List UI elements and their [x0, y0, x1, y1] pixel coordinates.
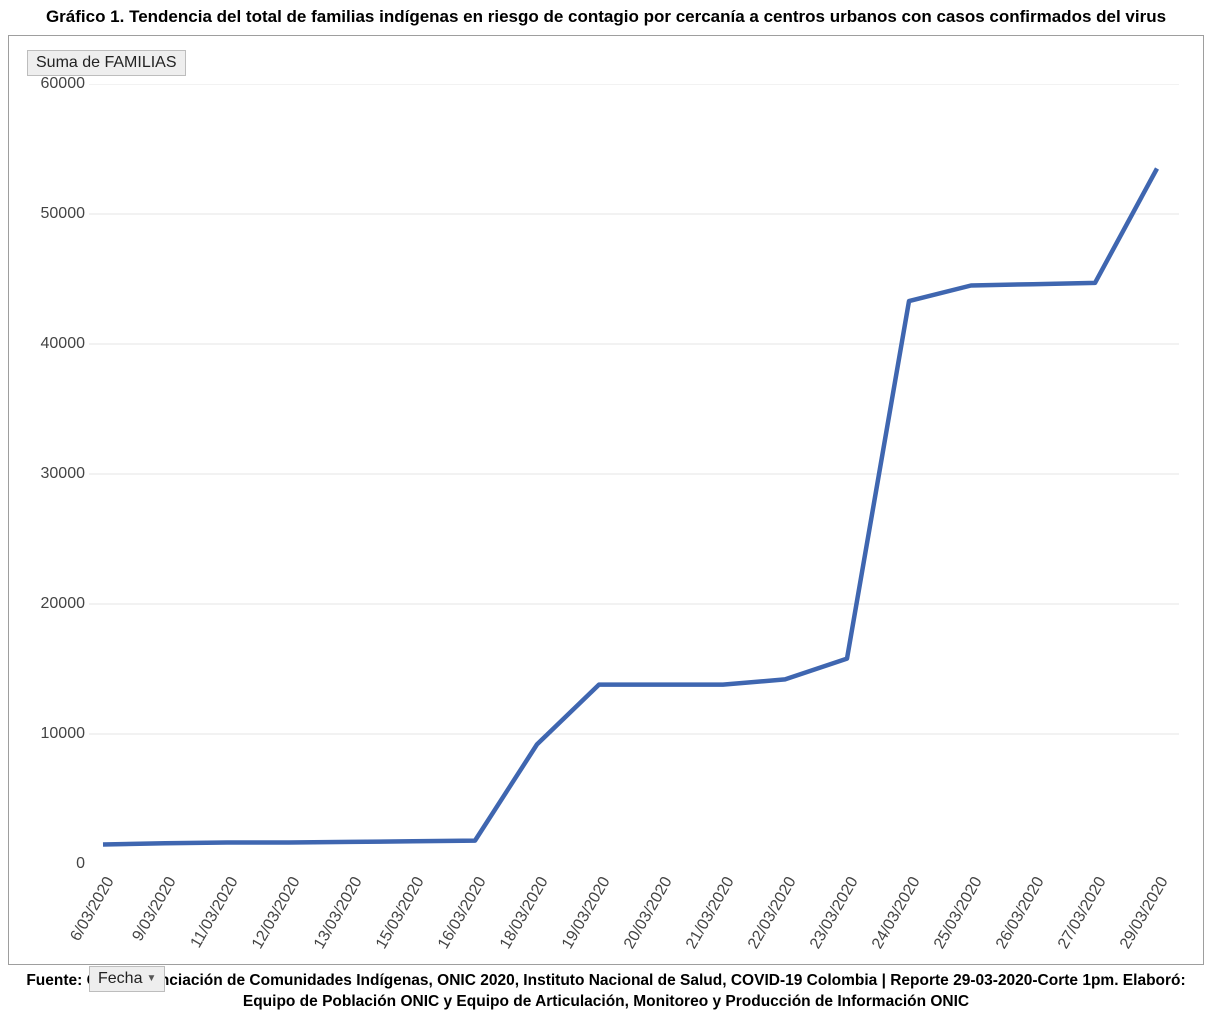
plot-area-wrapper: 0100002000030000400005000060000	[89, 84, 1179, 864]
y-tick-label: 0	[27, 855, 85, 873]
series-line	[103, 168, 1157, 844]
x-tick-label: 23/03/2020	[807, 874, 863, 952]
dropdown-icon: ▼	[146, 973, 156, 984]
x-axis-ticks: 6/03/20209/03/202011/03/202012/03/202013…	[89, 868, 1179, 964]
x-tick-label: 29/03/2020	[1117, 874, 1173, 952]
x-tick-label: 21/03/2020	[683, 874, 739, 952]
y-tick-label: 40000	[27, 335, 85, 353]
x-axis-control[interactable]: Fecha ▼	[89, 966, 165, 992]
y-tick-label: 20000	[27, 595, 85, 613]
x-tick-label: 22/03/2020	[745, 874, 801, 952]
x-tick-label: 9/03/2020	[129, 874, 180, 945]
y-tick-label: 50000	[27, 205, 85, 223]
x-tick-label: 15/03/2020	[373, 874, 429, 952]
line-chart-svg	[89, 84, 1179, 864]
y-tick-label: 30000	[27, 465, 85, 483]
y-tick-label: 60000	[27, 75, 85, 93]
x-tick-label: 20/03/2020	[621, 874, 677, 952]
y-tick-label: 10000	[27, 725, 85, 743]
x-tick-label: 19/03/2020	[559, 874, 615, 952]
chart-container: Gráfico 1. Tendencia del total de famili…	[0, 0, 1212, 1021]
chart-title: Gráfico 1. Tendencia del total de famili…	[8, 4, 1204, 35]
x-tick-label: 16/03/2020	[435, 874, 491, 952]
x-tick-label: 18/03/2020	[497, 874, 553, 952]
x-tick-label: 24/03/2020	[869, 874, 925, 952]
x-tick-label: 25/03/2020	[931, 874, 987, 952]
x-tick-label: 12/03/2020	[249, 874, 305, 952]
x-axis-control-label: Fecha	[98, 970, 142, 987]
x-tick-label: 11/03/2020	[188, 874, 243, 951]
x-tick-label: 27/03/2020	[1055, 874, 1111, 952]
x-tick-label: 6/03/2020	[67, 874, 118, 945]
chart-frame: Suma de FAMILIAS 01000020000300004000050…	[8, 35, 1204, 965]
y-axis-ticks: 0100002000030000400005000060000	[27, 84, 85, 864]
x-tick-label: 13/03/2020	[311, 874, 367, 952]
series-legend: Suma de FAMILIAS	[27, 50, 186, 76]
x-tick-label: 26/03/2020	[993, 874, 1049, 952]
